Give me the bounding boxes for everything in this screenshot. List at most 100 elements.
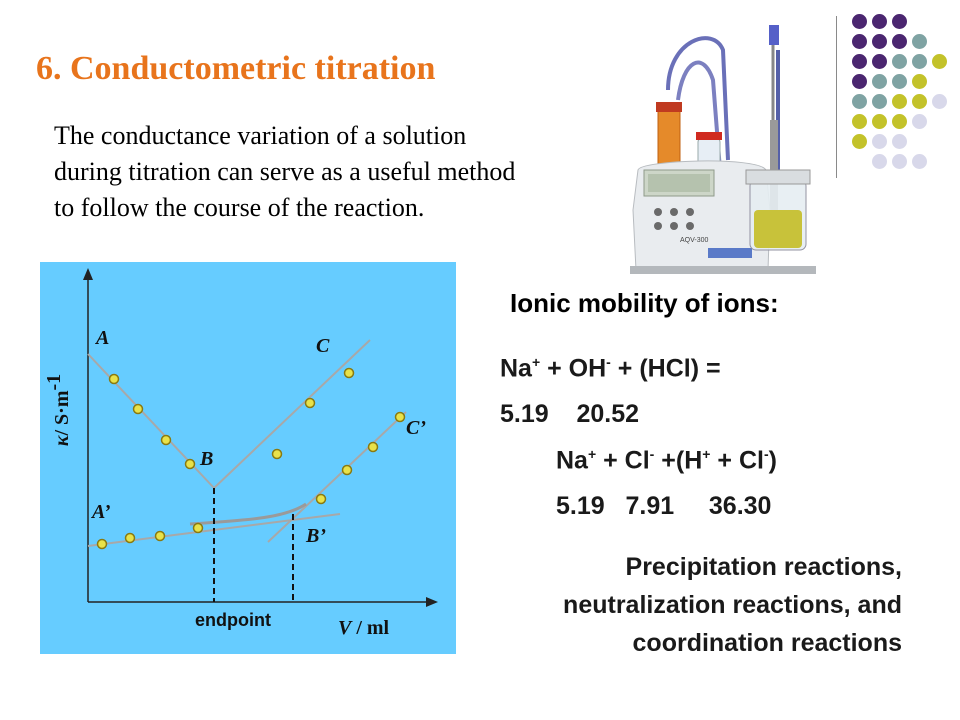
decor-dot [872,154,887,169]
data-point [341,464,353,476]
intro-paragraph: The conductance variation of a solution … [54,118,634,226]
decor-dot [852,74,867,89]
device-label: AQV-300 [680,237,709,244]
eq2-cl: + Cl [596,446,650,475]
decorative-dot-grid [840,14,950,169]
endpoint-label: endpoint [195,610,271,630]
decor-dot [912,94,927,109]
data-point [192,522,204,534]
decor-dot [912,54,927,69]
decor-dot [872,34,887,49]
decor-dot [912,154,927,169]
label-a: A [94,327,109,349]
eq1-oh: + OH [540,354,607,383]
data-point [315,493,327,505]
data-points [96,367,406,550]
xlabel-unit: / ml [351,617,389,639]
eq2-sup-plus: + [587,446,597,462]
label-b2: B’ [305,525,326,547]
x-axis-arrow [426,597,438,607]
data-point [304,397,316,409]
y-axis-arrow [83,268,93,280]
eq2-sup-minus: - [649,446,655,462]
reaction-types: Precipitation reactions, neutralization … [563,548,902,662]
graph-background [40,262,456,654]
decor-dot [912,74,927,89]
line-b2c2 [267,411,407,543]
decor-dot [932,94,947,109]
y-axis-label: κ/ S·m-1 [43,374,73,446]
label-b: B [199,448,213,470]
decor-dot [852,34,867,49]
data-point [184,458,196,470]
eq2-cl-2: + Cl [710,446,764,475]
titration-graph: A B C A’ B’ C’ κ/ S·m-1 endpoint V / ml [40,262,456,654]
decor-dot [892,34,907,49]
xlabel-v: V [338,617,353,639]
svg-text:κ/ S·m-1: κ/ S·m-1 [43,374,73,446]
eq1-na: Na [500,354,532,383]
curve-b2 [189,502,307,526]
decor-dot [912,34,927,49]
eq1-end: + (HCl) = [610,354,721,383]
data-point [343,367,355,379]
data-point [108,373,120,385]
label-c: C [316,335,330,357]
decor-dot [872,54,887,69]
decor-dot [872,14,887,29]
decor-dot [892,134,907,149]
label-a2: A’ [90,501,111,523]
data-point [160,434,172,446]
decor-dot [852,134,867,149]
reaction-line: coordination reactions [632,629,902,657]
reaction-line: Precipitation reactions, [625,553,902,581]
data-point [132,403,144,415]
line-bc [213,339,371,489]
eq2-h: +(H [654,446,703,475]
decor-dot [892,54,907,69]
decor-dot [892,154,907,169]
decor-dot [892,114,907,129]
slide-title: 6. Conductometric titration [36,50,436,87]
x-axis-label: V / ml [338,617,390,639]
decor-dot [872,94,887,109]
equation-2-values: 5.19 7.91 36.30 [556,492,772,520]
data-point [124,532,136,544]
data-point [271,448,283,460]
decor-dot [872,134,887,149]
decor-dot [892,74,907,89]
decor-dot [852,114,867,129]
equation-1: Na+ + OH- + (HCl) = [500,354,721,383]
decor-divider-line [836,16,837,178]
reaction-line: neutralization reactions, and [563,591,902,619]
decor-dot [932,54,947,69]
data-point [154,530,166,542]
equation-1-values: 5.19 20.52 [500,400,640,428]
data-point [96,538,108,550]
intro-line: to follow the course of the reaction. [54,193,425,222]
intro-line: during titration can serve as a useful m… [54,157,516,186]
eq2-sup-minus-2: - [763,446,769,462]
decor-dot [892,94,907,109]
label-c2: C’ [406,417,426,439]
titrator-illustration: AQV-300 [630,25,816,274]
eq1-sup-minus: - [606,354,611,370]
ylabel-exponent: -1 [43,374,65,391]
data-point [367,441,379,453]
graph-svg: A B C A’ B’ C’ κ/ S·m-1 endpoint V / ml [40,262,456,654]
data-point [394,411,406,423]
decor-dot [912,114,927,129]
titrator-instrument-image: AQV-300 [628,20,818,274]
eq2-end: ) [768,446,777,475]
ylabel-unit: / S·m [51,390,73,436]
equation-2: Na+ + Cl- +(H+ + Cl-) [556,446,777,475]
ionic-mobility-heading: Ionic mobility of ions: [510,288,779,318]
decor-dot [852,54,867,69]
decor-dot [852,14,867,29]
intro-line: The conductance variation of a solution [54,121,467,150]
ylabel-kappa: κ [51,435,73,446]
decor-dot [872,74,887,89]
eq2-sup-plus-2: + [702,446,711,462]
decor-dot [892,14,907,29]
eq1-sup-plus: + [531,354,541,370]
